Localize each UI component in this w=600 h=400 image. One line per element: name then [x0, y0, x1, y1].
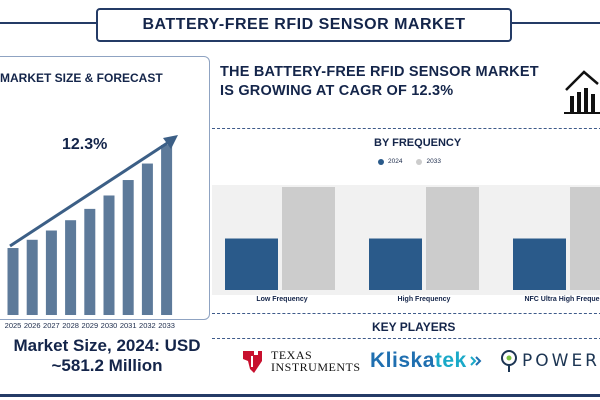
trend-arrow-head [163, 135, 178, 149]
key-players-divider [212, 338, 600, 339]
kliskatek-part2: tek [434, 349, 467, 372]
footer-rule [0, 394, 600, 397]
kliskatek-logo: Kliskatek [370, 344, 483, 378]
frequency-bar [282, 187, 335, 290]
key-players-title: KEY PLAYERS [372, 320, 456, 334]
header-rule-right [512, 22, 600, 24]
legend-dot-2024 [378, 158, 384, 165]
category-low-frequency: Low Frequency [256, 296, 308, 303]
kliskatek-part1: Kliska [370, 349, 435, 372]
powercast-wordmark: POWERCA [522, 351, 600, 371]
header-rule-left [0, 22, 96, 24]
legend-label-2033: 2033 [426, 158, 441, 165]
market-size-line1: Market Size, 2024: USD [13, 336, 201, 355]
frequency-bar [513, 238, 566, 290]
growth-bar [84, 208, 96, 315]
growth-bar [161, 145, 173, 315]
frequency-legend: 2024 2033 [378, 158, 441, 165]
legend-dot-2033 [416, 158, 423, 165]
year-tick-label: 2026 [23, 321, 41, 330]
ti-line2: INSTRUMENTS [271, 360, 361, 374]
category-high-frequency: High Frequency [397, 296, 451, 303]
ti-line1: TEXAS [271, 348, 313, 362]
frequency-panel [212, 128, 600, 314]
market-size-line2: ~581.2 Million [51, 356, 163, 375]
year-tick-label: 2031 [119, 321, 137, 330]
power-plug-icon [501, 350, 517, 372]
ti-emblem-icon [243, 351, 262, 373]
growth-bar [7, 248, 19, 315]
headline-line2: IS GROWING AT CAGR OF 12.3% [220, 83, 454, 99]
cagr-annotation: 12.3% [62, 136, 108, 153]
growth-bar [65, 220, 77, 315]
year-tick-label: 2030 [100, 321, 118, 330]
chevrons-icon [470, 356, 482, 366]
page-title: BATTERY-FREE RFID SENSOR MARKET [142, 16, 466, 33]
year-tick-label: 2025 [4, 321, 22, 330]
frequency-chart-title: BY FREQUENCY [374, 137, 462, 149]
year-tick-label: 2033 [158, 321, 175, 330]
frequency-bar [426, 187, 479, 290]
legend-item-2033: 2033 [416, 158, 441, 165]
headline-line1: THE BATTERY-FREE RFID SENSOR MARKET [220, 64, 539, 80]
year-tick-label: 2027 [43, 321, 60, 330]
trend-arrow-line [9, 138, 173, 248]
legend-item-2024: 2024 [378, 158, 402, 165]
legend-label-2024: 2024 [388, 158, 403, 165]
year-axis: 2025 2026 2027 2028 2029 2030 2031 2032 2033 [0, 321, 214, 333]
market-size-heading: MARKET SIZE & FORECAST [0, 71, 163, 85]
year-tick-label: 2032 [139, 321, 156, 330]
growth-bar [122, 180, 134, 315]
growth-bar [26, 239, 38, 315]
growth-bar [141, 163, 153, 315]
growth-chart [7, 135, 178, 315]
growth-bar [103, 195, 115, 315]
category-nfc-uhf: NFC Ultra High Freque [524, 296, 600, 303]
frequency-bar [570, 187, 600, 290]
kliskatek-wordmark: Kliskatek [370, 349, 467, 373]
frequency-bar [225, 238, 278, 290]
year-tick-label: 2028 [62, 321, 79, 330]
powercast-logo: POWERCA [500, 344, 600, 378]
frequency-chart [212, 185, 600, 295]
frequency-bar [369, 238, 422, 290]
house-chart-icon [564, 70, 600, 114]
title-banner: BATTERY-FREE RFID SENSOR MARKET [96, 8, 512, 42]
market-size-text: Market Size, 2024: USD ~581.2 Million [0, 336, 214, 376]
texas-instruments-logo: TEXAS INSTRUMENTS [240, 344, 361, 378]
cagr-headline: THE BATTERY-FREE RFID SENSOR MARKET IS G… [220, 63, 560, 101]
year-tick-label: 2029 [81, 321, 99, 330]
growth-bar [45, 230, 57, 315]
